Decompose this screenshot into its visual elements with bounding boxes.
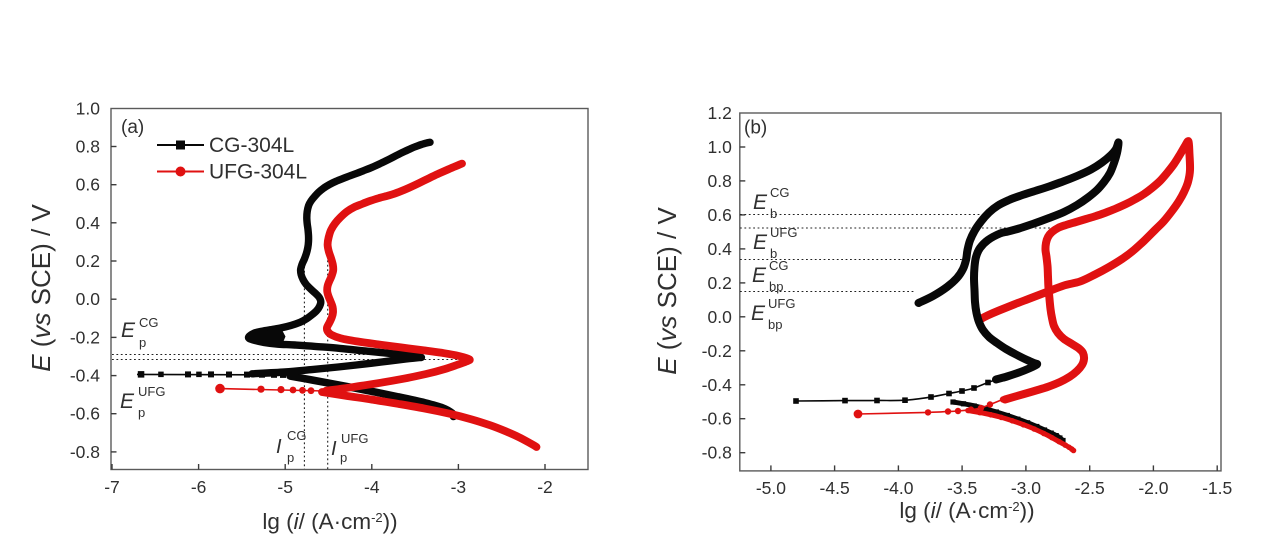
svg-text:0.4: 0.4 [707, 239, 732, 259]
svg-text:-4: -4 [364, 477, 380, 497]
svg-text:-3.5: -3.5 [947, 478, 977, 498]
svg-text:UFG-304L: UFG-304L [209, 161, 307, 184]
svg-text:1.2: 1.2 [707, 103, 731, 123]
svg-text:-3.0: -3.0 [1011, 478, 1041, 498]
svg-text:bp: bp [769, 279, 783, 294]
svg-text:-0.2: -0.2 [70, 327, 100, 347]
svg-text:-1.5: -1.5 [1202, 478, 1232, 498]
svg-text:0.6: 0.6 [707, 205, 731, 225]
svg-text:-6: -6 [191, 477, 207, 497]
svg-text:E: E [121, 319, 136, 342]
svg-text:-0.4: -0.4 [70, 366, 100, 386]
svg-text:-7: -7 [104, 477, 120, 497]
svg-text:-0.6: -0.6 [70, 404, 100, 424]
svg-text:0.4: 0.4 [76, 213, 101, 233]
svg-text:E: E [120, 390, 135, 413]
svg-text:I: I [331, 438, 337, 460]
svg-text:lg (i/ (A·cm-2)): lg (i/ (A·cm-2)) [262, 509, 397, 534]
svg-text:b: b [770, 206, 777, 221]
svg-text:-0.6: -0.6 [702, 409, 732, 429]
svg-text:0.6: 0.6 [76, 175, 100, 195]
svg-text:UFG: UFG [341, 431, 368, 446]
svg-text:1.0: 1.0 [707, 137, 732, 157]
svg-text:-5.0: -5.0 [756, 478, 786, 498]
svg-text:I: I [276, 436, 282, 458]
svg-text:-2: -2 [537, 477, 553, 497]
svg-text:p: p [138, 405, 145, 420]
svg-text:0.2: 0.2 [707, 273, 731, 293]
svg-text:E: E [751, 302, 766, 325]
svg-text:-5: -5 [277, 477, 293, 497]
svg-text:CG: CG [770, 185, 790, 200]
svg-text:CG: CG [139, 315, 159, 330]
svg-text:-4.0: -4.0 [883, 478, 913, 498]
svg-text:0.8: 0.8 [76, 137, 100, 157]
svg-text:p: p [139, 335, 146, 350]
svg-text:-0.8: -0.8 [70, 442, 100, 462]
svg-text:p: p [287, 450, 294, 465]
svg-text:-2.0: -2.0 [1138, 478, 1168, 498]
svg-text:bp: bp [768, 317, 782, 332]
svg-text:0.2: 0.2 [76, 251, 100, 271]
svg-text:0.8: 0.8 [707, 171, 731, 191]
svg-text:CG: CG [769, 258, 789, 273]
svg-text:E (vs SCE) / V: E (vs SCE) / V [652, 207, 682, 375]
svg-text:E: E [752, 264, 767, 287]
svg-text:UFG: UFG [138, 384, 165, 399]
svg-text:UFG: UFG [768, 296, 795, 311]
svg-text:1.0: 1.0 [76, 98, 101, 118]
svg-text:-3: -3 [451, 477, 467, 497]
svg-text:E: E [753, 231, 768, 254]
svg-text:E (vs SCE) / V: E (vs SCE) / V [26, 204, 56, 372]
svg-text:-0.4: -0.4 [702, 375, 732, 395]
svg-text:E: E [753, 191, 768, 214]
svg-text:(b): (b) [744, 118, 767, 139]
svg-text:lg (i/ (A·cm-2)): lg (i/ (A·cm-2)) [899, 498, 1034, 523]
svg-text:-0.8: -0.8 [702, 443, 732, 463]
svg-text:0.0: 0.0 [707, 307, 732, 327]
svg-text:-0.2: -0.2 [702, 341, 732, 361]
svg-text:UFG: UFG [770, 225, 797, 240]
svg-text:-2.5: -2.5 [1075, 478, 1105, 498]
svg-text:0.0: 0.0 [76, 289, 101, 309]
svg-text:-4.5: -4.5 [820, 478, 850, 498]
svg-text:CG-304L: CG-304L [209, 134, 294, 157]
svg-text:(a): (a) [121, 117, 144, 138]
svg-text:b: b [770, 246, 777, 261]
svg-text:CG: CG [287, 428, 307, 443]
svg-text:p: p [340, 450, 347, 465]
